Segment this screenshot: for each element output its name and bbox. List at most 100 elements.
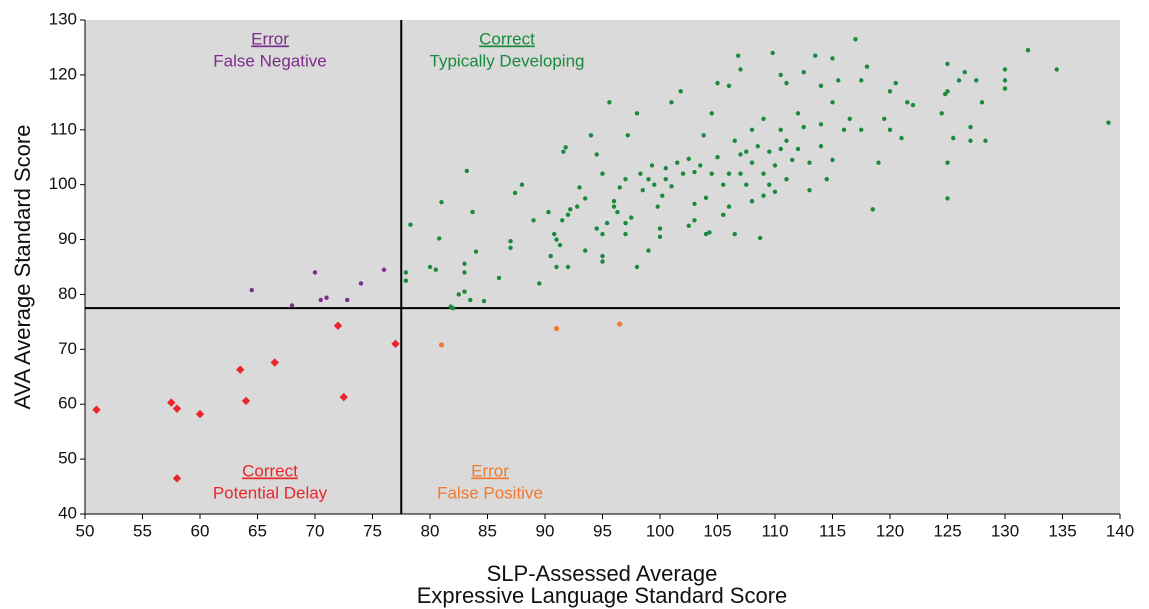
point xyxy=(172,404,182,413)
point xyxy=(437,236,442,241)
y-tick-label: 100 xyxy=(49,174,77,193)
point xyxy=(649,163,655,168)
point xyxy=(1054,67,1059,72)
y-tick-label: 40 xyxy=(58,503,77,522)
point xyxy=(433,267,438,272)
point xyxy=(531,218,536,223)
point xyxy=(830,56,835,61)
point xyxy=(830,100,835,105)
point xyxy=(289,303,295,308)
y-tick-label: 50 xyxy=(58,449,77,468)
point xyxy=(236,365,245,374)
point xyxy=(784,138,789,143)
point xyxy=(652,182,657,187)
point xyxy=(749,127,755,132)
point xyxy=(951,135,956,141)
point xyxy=(519,182,525,187)
point xyxy=(801,69,806,75)
point xyxy=(561,149,566,154)
point xyxy=(847,116,852,122)
point xyxy=(548,253,553,259)
point xyxy=(552,231,557,237)
point xyxy=(403,270,409,275)
point xyxy=(784,80,789,86)
quadrant-name: Typically Developing xyxy=(430,51,585,70)
x-tick-label: 135 xyxy=(1048,521,1076,540)
point xyxy=(755,144,760,149)
point xyxy=(749,160,755,165)
point xyxy=(611,198,617,204)
point xyxy=(438,342,445,348)
point xyxy=(646,248,651,253)
point xyxy=(640,187,645,193)
point xyxy=(956,78,962,83)
point xyxy=(623,231,628,237)
point xyxy=(761,171,766,176)
point xyxy=(692,201,697,207)
point xyxy=(611,204,617,209)
point xyxy=(450,305,456,311)
point xyxy=(634,264,640,270)
point xyxy=(701,133,706,138)
point xyxy=(945,89,950,94)
point xyxy=(698,163,703,168)
point xyxy=(749,198,755,204)
point xyxy=(709,111,714,116)
y-tick-label: 130 xyxy=(49,9,77,28)
point xyxy=(462,261,467,266)
point xyxy=(554,237,559,242)
point xyxy=(836,78,841,83)
point xyxy=(629,215,634,220)
point xyxy=(945,160,950,165)
point xyxy=(241,396,251,406)
point xyxy=(249,287,254,293)
point xyxy=(655,204,660,209)
point xyxy=(795,111,801,116)
x-tick-label: 80 xyxy=(421,521,440,540)
point xyxy=(345,297,350,303)
point xyxy=(939,111,944,116)
point xyxy=(813,53,818,58)
point xyxy=(703,195,709,201)
point xyxy=(738,171,743,176)
point xyxy=(473,249,479,254)
point xyxy=(778,146,783,152)
point xyxy=(403,278,409,283)
point xyxy=(333,321,343,330)
point xyxy=(617,321,623,327)
point xyxy=(692,218,697,223)
point xyxy=(427,264,433,270)
point xyxy=(778,127,783,132)
point xyxy=(899,135,904,141)
point xyxy=(646,176,651,182)
point xyxy=(721,182,726,187)
point xyxy=(623,176,628,182)
quadrant-status: Correct xyxy=(242,461,298,480)
point xyxy=(790,157,795,163)
point xyxy=(772,189,778,195)
point xyxy=(807,160,812,165)
point xyxy=(439,200,444,205)
x-tick-label: 120 xyxy=(876,521,904,540)
point xyxy=(638,171,643,176)
point xyxy=(692,169,697,175)
point xyxy=(560,218,565,223)
point xyxy=(554,264,559,270)
point xyxy=(767,182,772,187)
point xyxy=(761,193,766,198)
point xyxy=(974,78,979,83)
quadrant-status: Error xyxy=(251,29,289,48)
point xyxy=(876,160,881,165)
point xyxy=(1106,120,1111,125)
point xyxy=(468,297,473,303)
x-tick-label: 65 xyxy=(248,521,267,540)
point xyxy=(462,289,467,294)
quadrant-status: Error xyxy=(471,461,509,480)
point xyxy=(508,239,513,244)
point xyxy=(824,176,829,182)
point xyxy=(841,127,847,132)
point xyxy=(818,83,824,89)
point xyxy=(634,111,640,116)
point xyxy=(770,50,775,56)
point xyxy=(761,116,766,122)
